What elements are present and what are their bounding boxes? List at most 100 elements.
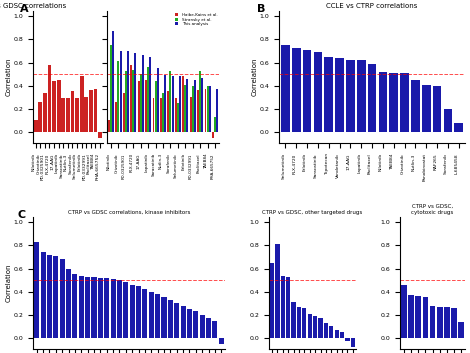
Bar [324,323,328,338]
Bar [433,86,441,132]
Bar [34,242,39,338]
Bar [324,57,333,132]
Bar [94,89,97,132]
Bar [193,311,198,338]
Bar [335,58,344,132]
Bar [318,318,323,338]
Bar [60,259,65,338]
Bar [423,298,428,338]
Bar [110,279,116,338]
Bar [179,77,181,132]
Bar [204,89,206,132]
Bar [194,80,196,132]
Bar [138,81,140,132]
Bar [214,117,216,132]
Bar [149,292,154,338]
Bar [335,330,339,338]
Bar [155,81,157,132]
Bar [152,98,155,132]
Bar [130,285,135,338]
Bar [346,60,355,132]
Bar [72,274,78,338]
Bar [313,316,317,338]
Bar [92,277,96,338]
Bar [108,120,110,132]
Bar [199,71,201,132]
Bar [66,98,70,132]
Bar [157,68,159,132]
Bar [123,92,125,132]
Bar [123,282,128,338]
Bar [130,65,132,132]
Bar [209,86,211,132]
Bar [85,97,88,132]
Bar [212,321,218,338]
Text: CCLE vs GDSC correlations: CCLE vs GDSC correlations [0,3,66,9]
Bar [53,256,58,338]
Bar [275,244,280,338]
Bar [207,86,209,132]
Bar [115,102,117,132]
Bar [145,80,147,132]
Title: CTRP vs GDSC,
cytotoxic drugs: CTRP vs GDSC, cytotoxic drugs [411,204,454,215]
Bar [164,75,166,132]
Bar [98,132,102,138]
Bar [411,80,420,132]
Bar [184,85,186,132]
Bar [297,307,301,338]
Bar [155,294,160,338]
Bar [351,338,355,347]
Bar [182,77,184,132]
Bar [303,50,312,132]
Bar [104,278,109,338]
Bar [127,51,129,132]
Bar [89,90,93,132]
Bar [216,89,218,132]
Bar [98,278,103,338]
Bar [70,91,74,132]
Text: A: A [20,4,29,14]
Bar [422,85,431,132]
Bar [85,277,90,338]
Bar [117,280,122,338]
Bar [40,252,46,338]
Bar [52,81,56,132]
Bar [206,318,211,338]
Bar [175,98,177,132]
Bar [57,80,61,132]
Bar [140,74,141,132]
Bar [444,307,450,338]
Bar [270,263,274,338]
Bar [197,90,199,132]
Bar [180,306,186,338]
Bar [133,70,134,132]
Bar [281,275,285,338]
Bar [329,327,333,338]
Bar [149,57,151,132]
Bar [39,102,42,132]
Bar [368,64,376,132]
Bar [219,338,224,344]
Bar [118,61,119,132]
Legend: Haibe-Kains et al., Stransky et al., This analysis: Haibe-Kains et al., Stransky et al., Thi… [175,13,217,26]
Bar [160,98,162,132]
Bar [187,79,188,132]
Bar [200,315,205,338]
Bar [401,285,407,338]
Bar [458,322,464,338]
Text: B: B [257,4,265,14]
Bar [161,298,166,338]
Bar [292,48,301,132]
Bar [444,109,452,132]
Bar [390,73,398,132]
Bar [110,45,112,132]
Bar [281,45,290,132]
Bar [454,123,463,132]
Bar [147,67,149,132]
Bar [408,295,414,338]
Title: CCLE vs CTRP correlations: CCLE vs CTRP correlations [327,3,418,9]
Bar [174,303,179,338]
Bar [78,275,84,338]
Bar [286,277,290,338]
Bar [134,53,136,132]
